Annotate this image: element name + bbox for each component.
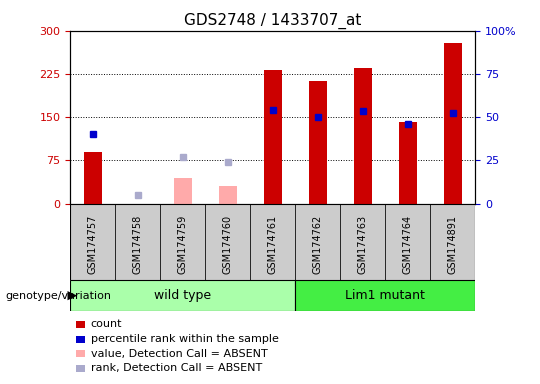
Text: rank, Detection Call = ABSENT: rank, Detection Call = ABSENT bbox=[91, 363, 262, 373]
Polygon shape bbox=[68, 291, 77, 300]
Bar bbox=[444, 43, 462, 204]
Bar bbox=[399, 122, 417, 204]
Text: GSM174760: GSM174760 bbox=[222, 215, 233, 274]
Text: GSM174762: GSM174762 bbox=[313, 215, 323, 274]
Text: GSM174891: GSM174891 bbox=[448, 215, 458, 274]
Text: GSM174764: GSM174764 bbox=[403, 215, 413, 274]
Bar bbox=[84, 152, 102, 204]
Bar bbox=[115, 204, 160, 280]
Bar bbox=[70, 204, 115, 280]
Text: percentile rank within the sample: percentile rank within the sample bbox=[91, 334, 279, 344]
Bar bbox=[174, 177, 192, 204]
Text: value, Detection Call = ABSENT: value, Detection Call = ABSENT bbox=[91, 349, 267, 359]
Title: GDS2748 / 1433707_at: GDS2748 / 1433707_at bbox=[184, 13, 361, 29]
Bar bbox=[295, 204, 340, 280]
Text: wild type: wild type bbox=[154, 289, 211, 302]
Text: GSM174758: GSM174758 bbox=[133, 215, 143, 274]
Bar bbox=[205, 204, 250, 280]
Bar bbox=[219, 186, 237, 204]
Text: GSM174761: GSM174761 bbox=[268, 215, 278, 274]
Text: GSM174757: GSM174757 bbox=[87, 215, 98, 275]
Bar bbox=[354, 68, 372, 204]
Bar bbox=[160, 204, 205, 280]
Text: genotype/variation: genotype/variation bbox=[5, 291, 111, 301]
Text: Lim1 mutant: Lim1 mutant bbox=[345, 289, 425, 302]
Bar bbox=[385, 204, 430, 280]
Text: GSM174759: GSM174759 bbox=[178, 215, 188, 274]
Bar bbox=[340, 204, 385, 280]
Bar bbox=[70, 280, 295, 311]
Text: GSM174763: GSM174763 bbox=[357, 215, 368, 274]
Bar bbox=[430, 204, 475, 280]
Bar bbox=[309, 81, 327, 204]
Bar bbox=[295, 280, 475, 311]
Bar bbox=[250, 204, 295, 280]
Text: count: count bbox=[91, 319, 122, 329]
Bar bbox=[264, 70, 282, 204]
